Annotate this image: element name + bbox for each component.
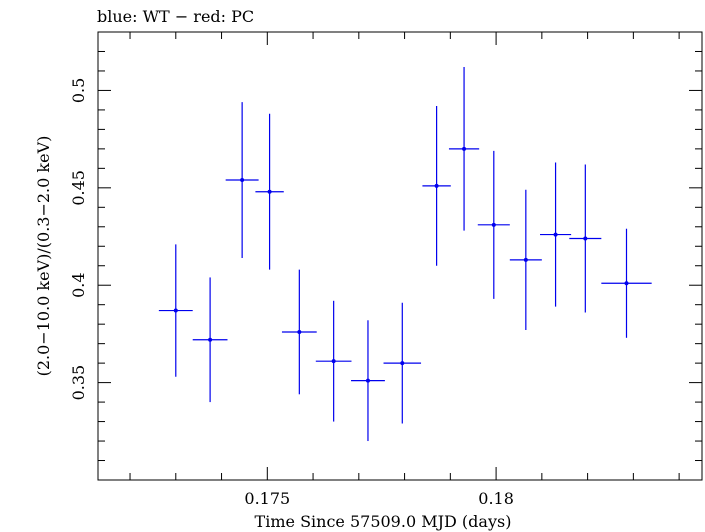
data-point: [509, 189, 542, 331]
data-marker: [240, 178, 245, 183]
data-marker: [208, 337, 213, 342]
data-point: [255, 113, 284, 270]
plot-frame: [97, 31, 703, 481]
y-tick-label: 0.45: [69, 170, 88, 206]
data-point: [315, 300, 352, 422]
y-tick-label: 0.4: [69, 272, 88, 297]
y-axis-label: (2.0−10.0 keV)/(0.3−2.0 keV): [34, 136, 53, 377]
data-point: [540, 162, 572, 307]
data-point: [477, 150, 510, 299]
y-tick-label: 0.5: [69, 78, 88, 103]
data-point: [448, 67, 480, 231]
data-point: [192, 277, 228, 403]
data-point: [383, 302, 422, 424]
data-point: [351, 320, 385, 442]
data-marker: [365, 378, 370, 383]
data-point: [225, 102, 259, 258]
data-point: [569, 164, 602, 313]
chart-title: blue: WT − red: PC: [97, 7, 254, 26]
data-marker: [462, 146, 467, 151]
data-marker: [624, 281, 629, 286]
axis-ticks: [98, 31, 702, 481]
data-marker: [434, 183, 439, 188]
x-tick-label: 0.175: [244, 489, 290, 508]
data-marker: [491, 222, 496, 227]
data-marker: [553, 232, 558, 237]
data-point: [601, 228, 652, 338]
data-marker: [331, 359, 336, 364]
y-tick-label: 0.35: [69, 365, 88, 401]
data-marker: [400, 361, 405, 366]
axis-tick-labels: 0.175 0.18 0.35 0.4 0.45 0.5: [69, 78, 514, 508]
data-marker: [173, 308, 178, 313]
data-point: [281, 269, 317, 395]
data-point: [158, 244, 193, 377]
data-point: [422, 106, 451, 266]
data-marker: [297, 329, 302, 334]
data-marker: [523, 257, 528, 262]
data-marker: [583, 236, 588, 241]
data-marker: [267, 189, 272, 194]
x-tick-label: 0.18: [478, 489, 514, 508]
data-series: [158, 67, 652, 442]
x-axis-label: Time Since 57509.0 MJD (days): [255, 512, 512, 531]
